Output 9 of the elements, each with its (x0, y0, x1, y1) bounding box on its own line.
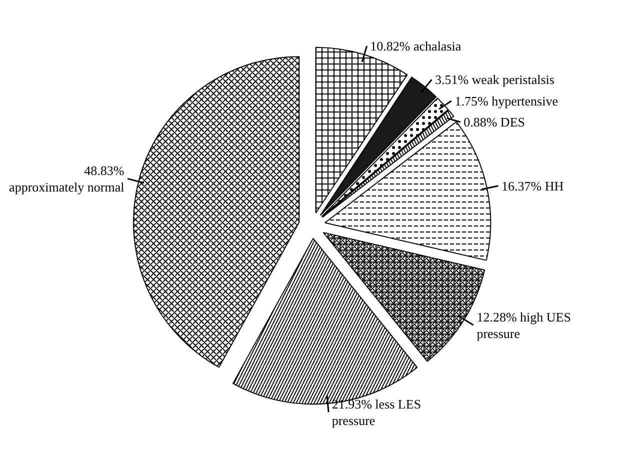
slice-label: 1.75% hypertensive (454, 93, 558, 108)
slice-label: 0.88% DES (464, 114, 525, 130)
slice-label: approximately normal (9, 179, 125, 194)
slice-label: 21.93% less LES pressure (332, 396, 422, 428)
slice-label: 12.28% high UES pressure (476, 309, 571, 341)
slice-label: 10.82% achalasia (370, 38, 462, 54)
data-label: 48.83% (84, 162, 124, 178)
slice-label: 3.51% weak peristalsis (434, 72, 554, 88)
slice-label: 16.37% HH (502, 178, 564, 194)
